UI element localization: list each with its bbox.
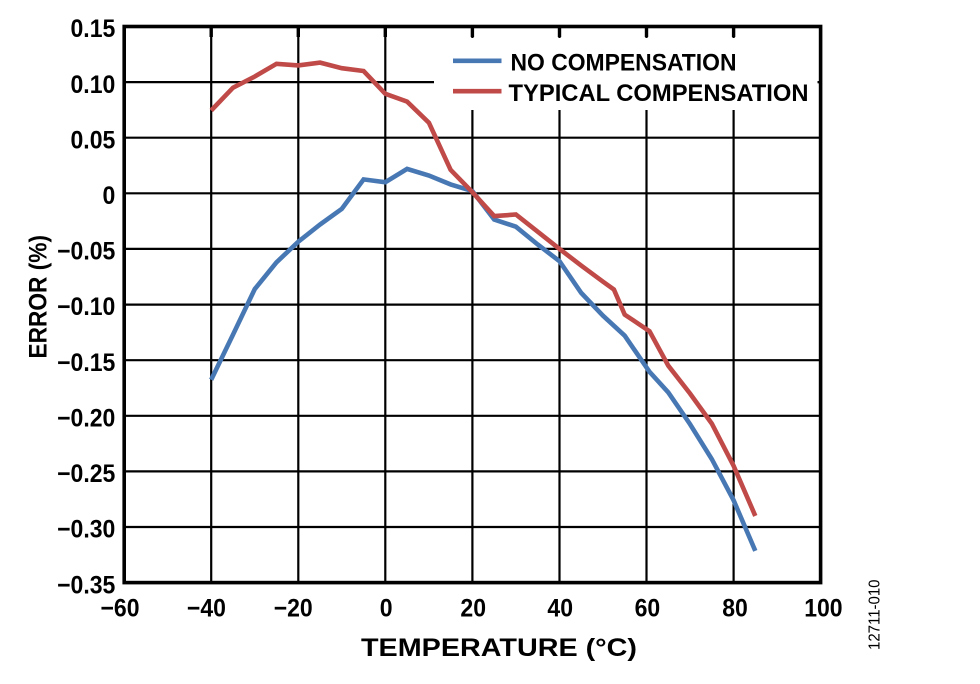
svg-text:0.10: 0.10 [71, 71, 116, 99]
svg-text:0: 0 [103, 182, 116, 210]
svg-text:−0.35: −0.35 [57, 571, 115, 599]
svg-text:−60: −60 [101, 595, 140, 623]
svg-text:20: 20 [460, 595, 486, 623]
svg-text:−0.15: −0.15 [57, 349, 115, 377]
svg-text:0.05: 0.05 [71, 126, 116, 154]
svg-text:0: 0 [380, 595, 393, 623]
svg-text:100: 100 [804, 595, 842, 623]
svg-text:80: 80 [722, 595, 748, 623]
svg-text:0.15: 0.15 [71, 15, 116, 43]
svg-text:−0.30: −0.30 [57, 516, 115, 544]
svg-text:−20: −20 [274, 595, 313, 623]
svg-text:60: 60 [635, 595, 661, 623]
svg-text:ERROR (%): ERROR (%) [25, 235, 53, 359]
svg-text:40: 40 [547, 595, 573, 623]
svg-text:12711-010: 12711-010 [867, 579, 884, 650]
svg-text:−40: −40 [187, 595, 226, 623]
svg-text:NO COMPENSATION: NO COMPENSATION [511, 49, 737, 76]
svg-text:−0.20: −0.20 [57, 405, 115, 433]
svg-text:−0.25: −0.25 [57, 460, 115, 488]
svg-text:TEMPERATURE (°C): TEMPERATURE (°C) [361, 634, 637, 662]
svg-text:−0.05: −0.05 [57, 238, 115, 266]
svg-text:−0.10: −0.10 [57, 293, 115, 321]
svg-text:TYPICAL COMPENSATION: TYPICAL COMPENSATION [509, 80, 809, 107]
